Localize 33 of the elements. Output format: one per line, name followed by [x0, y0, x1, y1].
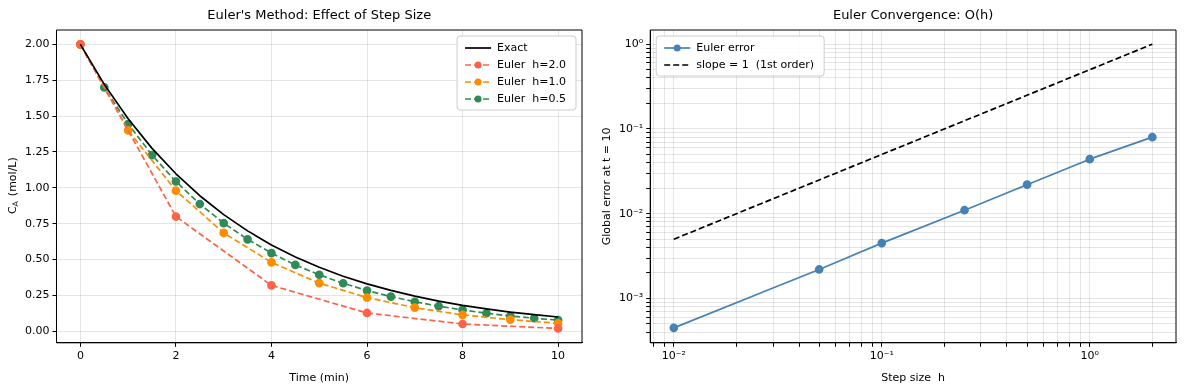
x-tick-label: 10	[551, 349, 566, 363]
y-tick-label: 10⁻¹	[618, 121, 644, 135]
y-tick-label: 1.25	[24, 144, 50, 158]
y-tick-label: 1.75	[24, 73, 50, 87]
x-tick-label: 10⁰	[1080, 349, 1100, 363]
y-tick-label: 0.75	[24, 216, 50, 230]
x-tick-label: 10⁻²	[661, 349, 686, 363]
legend-label: Euler h=2.0	[497, 57, 567, 71]
chart-title: Euler's Method: Effect of Step Size	[207, 7, 432, 23]
legend-label: Euler error	[696, 40, 756, 54]
x-tick-label: 4	[267, 349, 275, 363]
x-axis-title: Time (min)	[288, 370, 350, 384]
y-axis-title: Global error at t = 10	[599, 127, 613, 246]
y-tick-label: 1.50	[24, 108, 50, 122]
y-tick-label: 0.50	[24, 252, 50, 266]
y-tick-label: 10⁻²	[618, 206, 644, 220]
y-tick-label: 2.00	[24, 37, 50, 51]
x-tick-label: 6	[363, 349, 371, 363]
y-tick-label: 0.00	[24, 324, 50, 338]
y-tick-label: 10⁻³	[618, 291, 644, 305]
legend-label: Euler h=0.5	[497, 91, 567, 105]
x-tick-label: 2	[172, 349, 180, 363]
chart-title: Euler Convergence: O(h)	[832, 7, 994, 23]
x-tick-label: 0	[76, 349, 84, 363]
legend-label: slope = 1 (1st order)	[696, 57, 815, 71]
x-tick-label: 8	[459, 349, 467, 363]
x-tick-label: 10⁻¹	[869, 349, 894, 363]
y-tick-label: 1.00	[24, 180, 50, 194]
y-tick-label: 0.25	[24, 288, 50, 302]
x-axis-title: Step size h	[881, 370, 946, 384]
legend-label: Euler h=1.0	[497, 74, 567, 88]
y-tick-label: 10⁰	[624, 37, 644, 51]
legend-label: Exact	[497, 40, 529, 54]
